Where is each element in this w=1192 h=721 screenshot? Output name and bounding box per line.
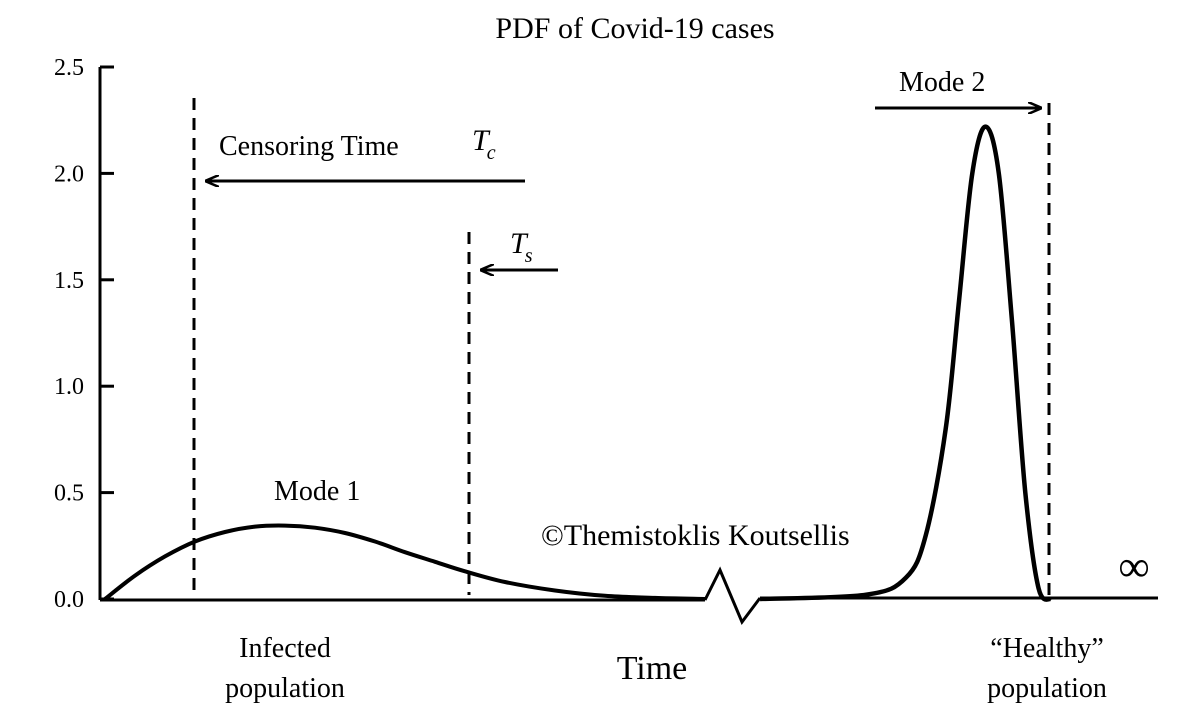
mode1-curve <box>103 523 706 601</box>
y-tick-label: 2.0 <box>54 161 84 187</box>
y-tick-label: 1.5 <box>54 268 84 294</box>
healthy-label-line1: “Healthy” <box>990 633 1104 664</box>
y-tick-label: 0.5 <box>54 481 84 507</box>
x-axis-label: Time <box>617 650 688 687</box>
infected-label-line1: Infected <box>239 633 331 664</box>
censoring-time-label: Censoring Time <box>219 131 399 162</box>
tc-symbol: Tc <box>472 124 496 164</box>
y-tick-label: 0.0 <box>54 587 84 613</box>
y-tick-label: 1.0 <box>54 374 84 400</box>
infected-label-line2: population <box>225 673 345 704</box>
mode2-label: Mode 2 <box>899 67 985 98</box>
infinity-symbol: ∞ <box>1118 542 1149 591</box>
axis-break <box>703 566 762 625</box>
mode2-curve <box>759 124 1054 602</box>
mode1-label: Mode 1 <box>274 476 360 507</box>
chart-title: PDF of Covid-19 cases <box>495 12 774 45</box>
ts-symbol: Ts <box>510 227 533 267</box>
healthy-label-line2: population <box>987 673 1107 704</box>
watermark: ©Themistoklis Koutsellis <box>541 519 850 552</box>
y-tick-label: 2.5 <box>54 55 84 81</box>
